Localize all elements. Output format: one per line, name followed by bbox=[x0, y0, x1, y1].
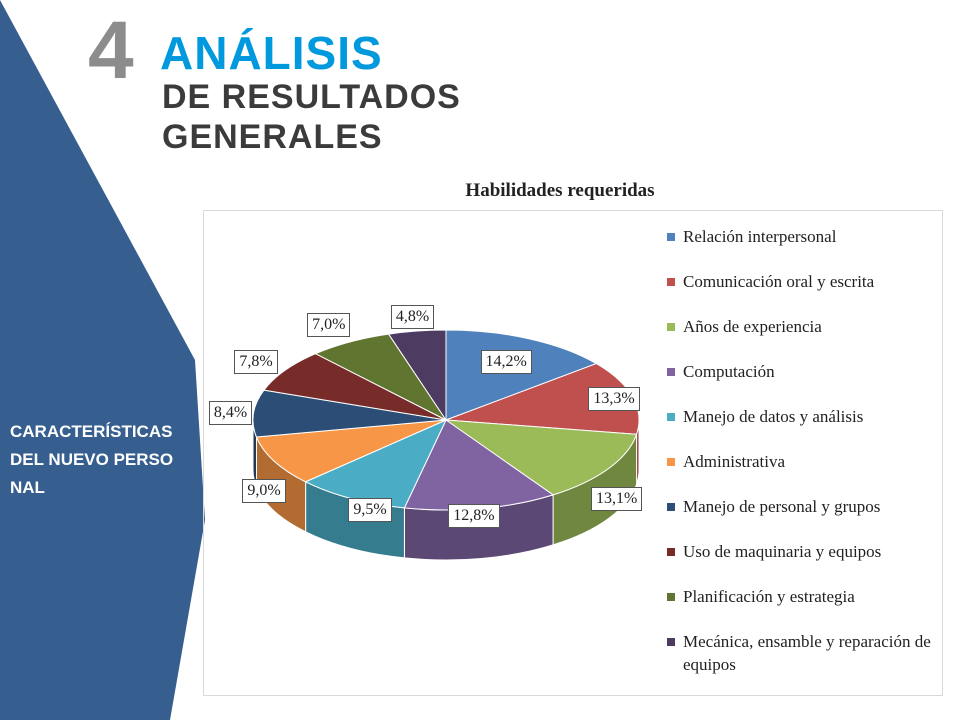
legend-swatch bbox=[667, 503, 675, 511]
page-title: ANÁLISIS bbox=[160, 27, 383, 79]
legend-label: Años de experiencia bbox=[683, 317, 822, 336]
chart-frame bbox=[203, 210, 943, 696]
legend-item: Relación interpersonal bbox=[665, 225, 950, 248]
data-label: 12,8% bbox=[448, 504, 500, 529]
legend-item: Computación bbox=[665, 360, 950, 383]
legend-label: Relación interpersonal bbox=[683, 227, 837, 246]
legend-item: Administrativa bbox=[665, 450, 950, 473]
section-number: 4 bbox=[88, 5, 134, 96]
pie-chart bbox=[252, 329, 640, 561]
legend-item: Manejo de personal y grupos bbox=[665, 495, 950, 518]
legend-label: Comunicación oral y escrita bbox=[683, 272, 875, 291]
legend-swatch bbox=[667, 233, 675, 241]
data-label: 9,0% bbox=[242, 478, 286, 503]
legend-swatch bbox=[667, 458, 675, 466]
legend-swatch bbox=[667, 278, 675, 286]
chart-legend: Relación interpersonal Comunicación oral … bbox=[665, 225, 950, 698]
legend-label: Computación bbox=[683, 362, 775, 381]
legend-item: Comunicación oral y escrita bbox=[665, 270, 950, 293]
data-label: 13,3% bbox=[588, 387, 640, 412]
data-label: 7,0% bbox=[307, 312, 351, 337]
legend-label: Planificación y estrategia bbox=[683, 587, 855, 606]
legend-label: Administrativa bbox=[683, 452, 785, 471]
legend-swatch bbox=[667, 323, 675, 331]
data-label: 7,8% bbox=[234, 349, 278, 374]
pie-slice-2 bbox=[444, 419, 638, 496]
legend-item: Mecánica, ensamble y reparación de equip… bbox=[665, 630, 950, 676]
legend-label: Manejo de datos y análisis bbox=[683, 407, 864, 426]
sidebar-label: CARACTERÍSTICAS DEL NUEVO PERSONAL bbox=[10, 422, 174, 497]
pie-slice-5 bbox=[255, 419, 447, 483]
legend-label: Uso de maquinaria y equipos bbox=[683, 542, 882, 561]
legend-swatch bbox=[667, 593, 675, 601]
sidebar-shape bbox=[0, 0, 205, 720]
page-subtitle-line1: DE RESULTADOS bbox=[162, 78, 461, 116]
data-label: 9,5% bbox=[348, 498, 392, 523]
legend-item: Planificación y estrategia bbox=[665, 585, 950, 608]
legend-item: Uso de maquinaria y equipos bbox=[665, 540, 950, 563]
legend-item: Manejo de datos y análisis bbox=[665, 405, 950, 428]
legend-label: Manejo de personal y grupos bbox=[683, 497, 881, 516]
data-label: 14,2% bbox=[480, 349, 532, 374]
data-label: 8,4% bbox=[208, 400, 253, 425]
pie-slice-6 bbox=[252, 389, 447, 438]
legend-item: Años de experiencia bbox=[665, 315, 950, 338]
pie-slice-7 bbox=[263, 353, 447, 421]
legend-swatch bbox=[667, 413, 675, 421]
pie-slice-9 bbox=[387, 329, 447, 422]
legend-swatch bbox=[667, 638, 675, 646]
legend-swatch bbox=[667, 548, 675, 556]
legend-swatch bbox=[667, 368, 675, 376]
page-subtitle-line2: GENERALES bbox=[162, 118, 383, 156]
chart-title: Habilidades requeridas bbox=[465, 180, 655, 201]
data-label: 13,1% bbox=[591, 486, 643, 511]
legend-label: Mecánica, ensamble y reparación de equip… bbox=[683, 632, 931, 674]
data-label: 4,8% bbox=[390, 304, 435, 329]
